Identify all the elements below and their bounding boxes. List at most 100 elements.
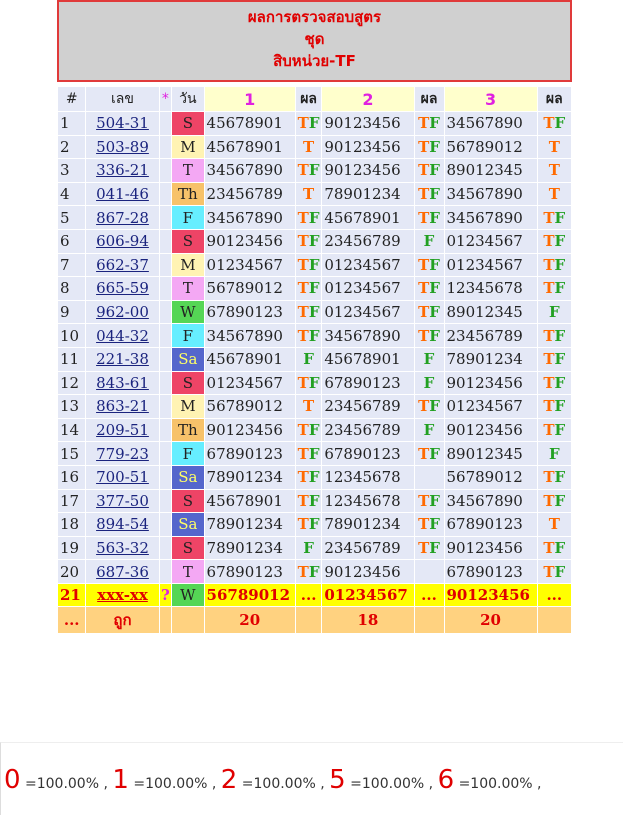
footer-cell [413, 606, 445, 635]
code-link[interactable]: 503-89 [96, 137, 149, 156]
stats-line: 0 =100.00% , 1 =100.00% , 2 =100.00% , 5… [0, 742, 623, 815]
result-letter: F [554, 255, 566, 274]
code-link[interactable]: 894-54 [96, 515, 149, 534]
stat-digit: 1 [112, 765, 129, 795]
code-link[interactable]: 606-94 [96, 232, 149, 251]
result-letter: F [554, 421, 566, 440]
number-cell: 23456789 [321, 535, 415, 561]
title: ผลการตรวจสอบสูตร [247, 8, 382, 26]
footer-cell: 20 [203, 606, 296, 635]
stat-digit: 0 [4, 765, 21, 795]
stat-separator: , [103, 776, 108, 792]
code-link[interactable]: 563-32 [96, 538, 149, 557]
result-cell: T [536, 181, 573, 207]
code-link[interactable]: 843-61 [96, 373, 149, 392]
result-letter: F [429, 137, 440, 156]
result-cell [413, 559, 445, 584]
column-header: # [56, 86, 87, 112]
result-letter: F [429, 397, 440, 416]
result-letter: F [308, 515, 320, 534]
result-letter: F [429, 491, 440, 510]
day-cell: S [171, 488, 205, 514]
result-letter: F [429, 114, 440, 133]
number-cell [158, 441, 173, 466]
result-letter: T [543, 232, 555, 251]
code-link[interactable]: 687-36 [96, 562, 149, 581]
result-cell: TF [413, 276, 445, 301]
result-cell: F [413, 346, 445, 372]
code-link[interactable]: 665-59 [96, 279, 149, 298]
result-letter: T [297, 515, 309, 534]
row-number: 17 [56, 488, 87, 514]
result-letter: T [548, 185, 560, 204]
code-link[interactable]: 863-21 [96, 397, 149, 416]
code-link[interactable]: 041-46 [96, 185, 149, 204]
table-row: 6 606-94 S 90123456 TF 23456789 F 01234567 TF [56, 228, 573, 254]
code-link[interactable]: 377-50 [96, 491, 149, 510]
result-letter: F [548, 303, 560, 322]
code-link[interactable]: 962-00 [96, 303, 149, 322]
result-letter: T [303, 397, 315, 416]
result-cell: T [536, 134, 573, 160]
result-cell: TF [413, 299, 445, 325]
result-letter: T [297, 562, 309, 581]
result-cell: TF [536, 417, 573, 443]
code-cell: xxx-xx [85, 582, 160, 608]
number-cell: 45678901 [321, 346, 415, 372]
code-link[interactable]: 779-23 [96, 444, 149, 463]
footer-cell: 18 [321, 606, 415, 635]
number-cell [158, 158, 173, 183]
result-letter: T [418, 326, 430, 345]
number-cell [158, 228, 173, 254]
row-number: 13 [56, 394, 87, 419]
number-cell: 90123456 [443, 370, 538, 396]
code-link[interactable]: 700-51 [96, 468, 149, 487]
number-cell: 23456789 [321, 394, 415, 419]
number-cell: 90123456 [443, 582, 538, 608]
number-cell: 89012345 [443, 299, 538, 325]
code-link[interactable]: 209-51 [96, 421, 149, 440]
code-link[interactable]: 504-31 [96, 114, 149, 133]
result-cell: TF [413, 158, 445, 183]
result-letter: F [554, 350, 566, 369]
number-cell [158, 535, 173, 561]
code-cell: 503-89 [85, 134, 160, 160]
table-row: 9 962-00 W 67890123 TF 01234567 TF 89012345 F [56, 299, 573, 325]
number-cell: 56789012 [203, 276, 296, 301]
result-letter: T [543, 114, 555, 133]
code-link[interactable]: 867-28 [96, 208, 149, 227]
result-letter: F [308, 444, 320, 463]
code-link[interactable]: 336-21 [96, 161, 149, 180]
result-letter: F [308, 279, 320, 298]
number-cell [158, 417, 173, 443]
code-cell: 962-00 [85, 299, 160, 325]
code-link[interactable]: 044-32 [96, 326, 149, 345]
result-letter: T [543, 421, 555, 440]
day-cell: Th [171, 181, 205, 207]
code-link[interactable]: 662-37 [96, 255, 149, 274]
row-number: 11 [56, 346, 87, 372]
number-cell: 90123456 [321, 559, 415, 584]
result-cell: TF [294, 276, 323, 301]
footer-cell [294, 606, 323, 635]
number-cell: 67890123 [443, 512, 538, 537]
number-cell: 01234567 [321, 299, 415, 325]
code-link[interactable]: 221-38 [96, 350, 149, 369]
row-number: 7 [56, 252, 87, 278]
result-cell: TF [294, 464, 323, 490]
result-cell: TF [413, 488, 445, 514]
result-letter: F [554, 208, 566, 227]
stat-value: =100.00% [350, 776, 425, 792]
subtitle: ชุด [304, 30, 325, 48]
result-cell: TF [413, 205, 445, 230]
footer-cell [158, 606, 173, 635]
number-cell: 67890123 [321, 370, 415, 396]
number-cell [158, 134, 173, 160]
code-link[interactable]: xxx-xx [97, 586, 148, 605]
result-letter: T [297, 208, 309, 227]
row-number: 21 [56, 582, 87, 608]
result-letter: F [429, 444, 440, 463]
result-letter: T [418, 161, 430, 180]
day-cell: F [171, 441, 205, 466]
result-letter: T [543, 562, 555, 581]
